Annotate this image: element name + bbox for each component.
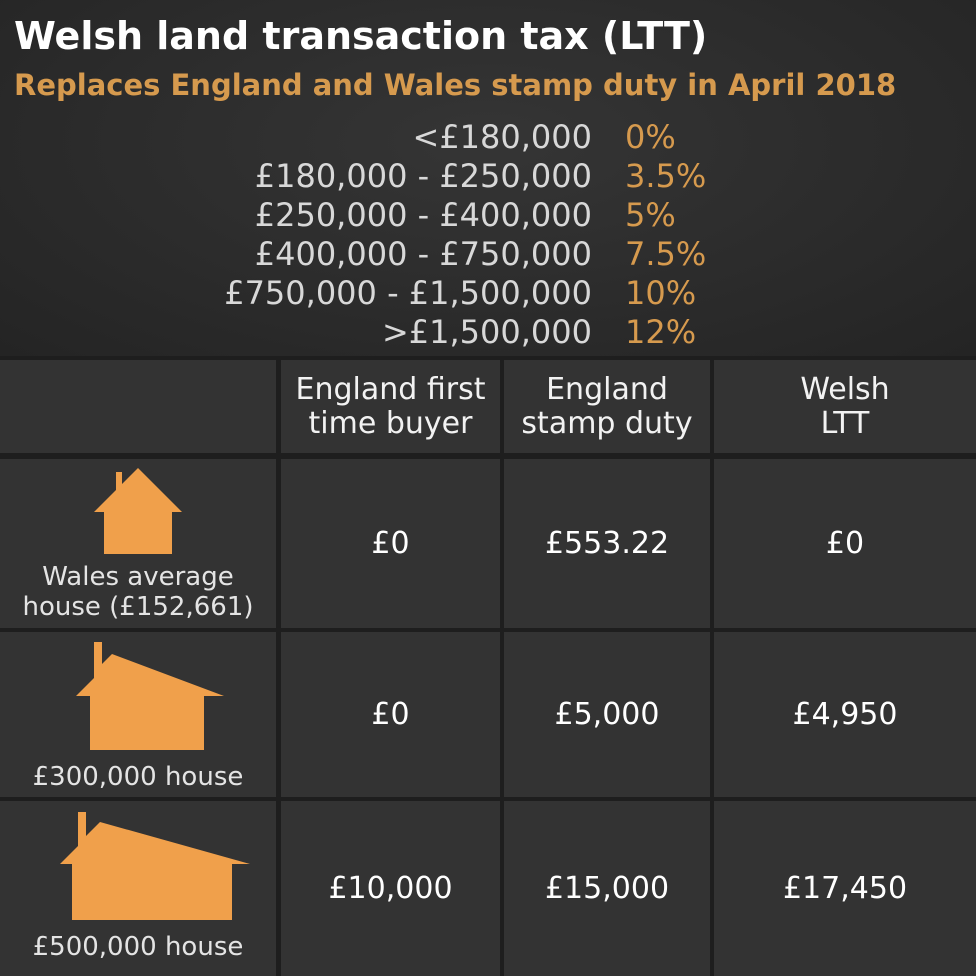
column-header-line: England first	[295, 371, 486, 407]
column-header-line: England	[546, 371, 668, 407]
table-cell: £10,000	[281, 801, 500, 976]
tax-band: £750,000 - £1,500,000 10%	[0, 274, 976, 313]
table-cell: £553.22	[504, 459, 710, 628]
band-range: <£180,000	[412, 118, 593, 156]
comparison-table: England first time buyer England stamp dut…	[0, 356, 976, 976]
table-cell: £0	[714, 459, 976, 628]
band-rate: 0%	[625, 118, 676, 156]
table-cell: £0	[281, 632, 500, 797]
row-label-line: £500,000 house	[32, 932, 244, 962]
band-range: £250,000 - £400,000	[254, 196, 592, 234]
house-icon	[60, 812, 250, 920]
band-range: £180,000 - £250,000	[254, 157, 592, 195]
column-header-line: time buyer	[308, 405, 473, 441]
table-cell: £15,000	[504, 801, 710, 976]
row-label: £500,000 house	[0, 932, 276, 962]
column-header: Welsh LTT	[714, 360, 976, 453]
column-header-line: LTT	[820, 405, 870, 441]
column-header: England stamp duty	[504, 360, 710, 453]
tax-band: >£1,500,000 12%	[0, 313, 976, 352]
band-rate: 12%	[625, 313, 697, 351]
row-label-line: house (£152,661)	[22, 592, 254, 622]
tax-band: £250,000 - £400,000 5%	[0, 196, 976, 235]
row-label: Wales average house (£152,661)	[0, 562, 276, 622]
row-label-line: Wales average	[42, 562, 234, 592]
tax-band: £180,000 - £250,000 3.5%	[0, 157, 976, 196]
tax-band: £400,000 - £750,000 7.5%	[0, 235, 976, 274]
column-header-line: stamp duty	[521, 405, 693, 441]
row-label-line: £300,000 house	[32, 762, 244, 792]
band-rate: 5%	[625, 196, 676, 234]
band-range: >£1,500,000	[381, 313, 592, 351]
page-subtitle: Replaces England and Wales stamp duty in…	[14, 68, 897, 102]
table-corner-cell	[0, 360, 276, 453]
table-cell: £5,000	[504, 632, 710, 797]
page-title: Welsh land transaction tax (LTT)	[14, 14, 708, 58]
table-cell: £17,450	[714, 801, 976, 976]
header: Welsh land transaction tax (LTT) Replace…	[0, 0, 976, 356]
table-cell: £4,950	[714, 632, 976, 797]
house-icon	[94, 468, 182, 554]
band-rate: 10%	[625, 274, 697, 312]
band-range: £400,000 - £750,000	[254, 235, 592, 273]
column-header: England first time buyer	[281, 360, 500, 453]
band-rate: 7.5%	[625, 235, 707, 273]
band-rate: 3.5%	[625, 157, 707, 195]
band-range: £750,000 - £1,500,000	[224, 274, 592, 312]
tax-band: <£180,000 0%	[0, 118, 976, 157]
table-cell: £0	[281, 459, 500, 628]
row-label: £300,000 house	[0, 762, 276, 792]
column-header-line: Welsh	[800, 371, 890, 407]
house-icon	[76, 642, 224, 750]
